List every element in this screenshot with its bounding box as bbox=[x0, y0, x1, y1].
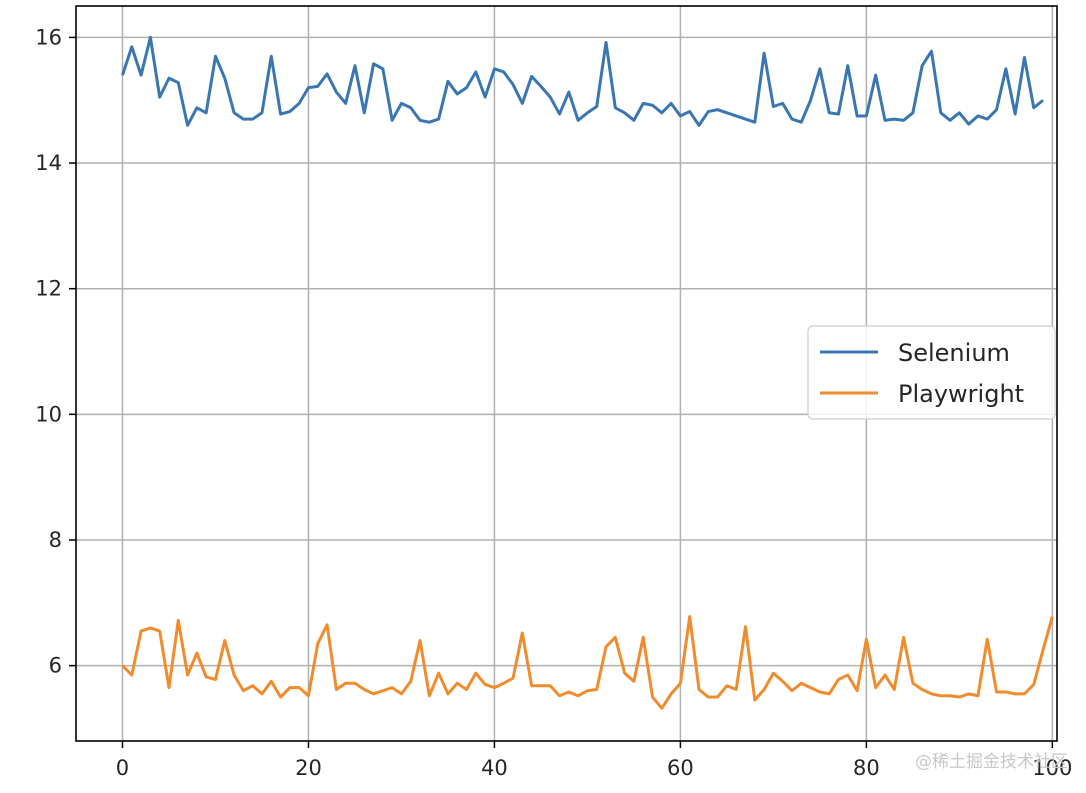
y-tick-label: 16 bbox=[35, 25, 62, 49]
y-tick-label: 6 bbox=[49, 654, 62, 678]
x-tick-label: 0 bbox=[116, 756, 129, 780]
axes-frame bbox=[75, 5, 1058, 742]
x-tick-label: 100 bbox=[1032, 756, 1072, 780]
legend-label-playwright: Playwright bbox=[898, 380, 1024, 408]
series-line-selenium bbox=[121, 35, 1044, 127]
y-tick-label: 10 bbox=[35, 402, 62, 426]
y-tick-label: 14 bbox=[35, 151, 62, 175]
legend-label-selenium: Selenium bbox=[898, 339, 1010, 367]
x-tick-label: 60 bbox=[667, 756, 694, 780]
x-tick-label: 40 bbox=[481, 756, 508, 780]
x-tick-label: 20 bbox=[295, 756, 322, 780]
y-tick-label: 12 bbox=[35, 277, 62, 301]
x-tick-label: 80 bbox=[853, 756, 880, 780]
y-tick-label: 8 bbox=[49, 528, 62, 552]
legend-box bbox=[807, 325, 1056, 420]
series-line-playwright bbox=[121, 615, 1054, 710]
watermark-text: @稀土掘金技术社区 bbox=[915, 752, 1068, 772]
